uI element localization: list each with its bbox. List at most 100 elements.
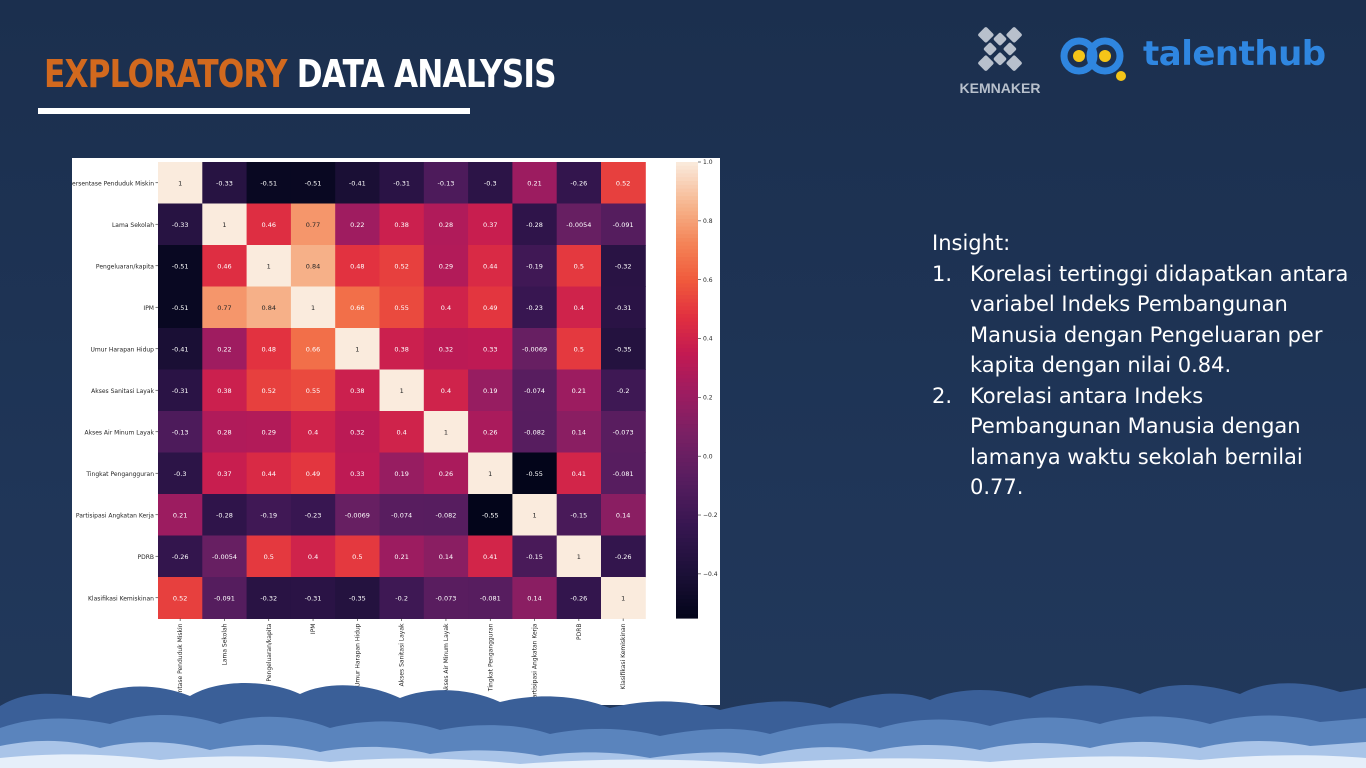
colorbar-segment: [676, 447, 698, 452]
heatmap-cell: [290, 286, 336, 329]
cell-value-label: -0.31: [615, 304, 632, 312]
colorbar-segment: [676, 207, 698, 212]
heatmap-cell: [423, 452, 469, 495]
colorbar-segment: [676, 519, 698, 524]
cell-value-label: -0.51: [172, 262, 189, 270]
cell-value-label: 1: [621, 594, 625, 602]
colorbar-segment: [676, 291, 698, 296]
cell-value-label: 0.33: [350, 470, 364, 478]
y-tick-label: PDRB: [137, 554, 154, 561]
colorbar-segment: [676, 325, 698, 330]
cell-value-label: -0.31: [305, 594, 322, 602]
heatmap-cell: [556, 577, 602, 619]
colorbar-tick-label: 0.0: [703, 453, 713, 460]
colorbar-tick-label: −0.4: [703, 571, 718, 578]
colorbar-segment: [676, 587, 698, 592]
colorbar-segment: [676, 599, 698, 604]
insight-item-number: 1.: [932, 261, 953, 286]
colorbar-segment: [676, 409, 698, 414]
heatmap-cell: [423, 162, 469, 204]
y-tick-label: Akses Sanitasi Layak: [91, 388, 154, 395]
colorbar-segment: [676, 260, 698, 266]
heatmap-cell: [379, 577, 425, 619]
colorbar-segment: [676, 298, 698, 304]
colorbar-segment: [676, 515, 698, 520]
cell-value-label: 1: [577, 553, 581, 561]
heatmap-cell: [601, 369, 646, 412]
cell-value-label: 0.33: [483, 345, 497, 353]
colorbar-segment: [676, 200, 698, 205]
cloud-decoration: [0, 683, 1366, 768]
colorbar-segment: [676, 564, 698, 570]
heatmap-cell: [246, 203, 292, 246]
heatmap-cell: [158, 494, 203, 536]
heatmap-cell: [601, 203, 646, 246]
cell-value-label: 0.41: [483, 553, 497, 561]
cell-value-label: 0.44: [483, 262, 497, 270]
heatmap-cell: [556, 203, 602, 246]
heatmap-cell: [290, 245, 336, 287]
colorbar-segment: [676, 412, 698, 418]
cell-value-label: 1: [400, 387, 404, 395]
talenthub-logo-text: talenthub: [1143, 34, 1326, 74]
heatmap-cell: [202, 452, 248, 495]
cell-value-label: -0.23: [305, 511, 322, 519]
heatmap-cell: [468, 245, 513, 287]
y-tick-label: Tingkat Pengangguran: [85, 471, 154, 478]
colorbar-segment: [676, 169, 698, 174]
y-tick-label: Lama Sekolah: [112, 222, 154, 229]
cell-value-label: 0.48: [350, 262, 364, 270]
colorbar-segment: [676, 428, 698, 433]
heatmap-cell: [468, 162, 513, 204]
cell-value-label: 0.22: [350, 221, 364, 229]
colorbar-segment: [676, 504, 698, 509]
heatmap-cell: [246, 411, 292, 453]
heatmap-cell: [246, 535, 292, 578]
colorbar-segment: [676, 352, 698, 357]
heatmap-cell: [246, 369, 292, 412]
heatmap-cell: [202, 494, 248, 536]
colorbar-segment: [676, 219, 698, 224]
heatmap-cell: [556, 328, 602, 370]
cell-value-label: -0.073: [613, 428, 634, 436]
heatmap-cell: [512, 494, 558, 536]
heatmap-cell: [423, 245, 469, 287]
colorbar-segment: [676, 203, 698, 209]
heatmap-cell: [335, 245, 380, 287]
heatmap-cell: [512, 328, 558, 370]
colorbar-segment: [676, 473, 698, 478]
heatmap-cell: [335, 286, 380, 329]
cell-value-label: -0.51: [305, 179, 322, 187]
colorbar-segment: [676, 576, 698, 581]
y-tick-label: Klasifikasi Kemiskinan: [88, 595, 154, 602]
heatmap-cell: [202, 328, 248, 370]
heatmap-cell: [335, 535, 380, 578]
colorbar-segment: [676, 329, 698, 334]
heatmap-cell: [290, 411, 336, 453]
colorbar-segment: [676, 374, 698, 380]
heatmap-cell: [290, 494, 336, 536]
cell-value-label: 0.44: [262, 470, 276, 478]
cell-value-label: -0.081: [480, 594, 501, 602]
colorbar-segment: [676, 181, 698, 186]
heatmap-cell: [335, 328, 380, 370]
y-tick-label: Partisipasi Angkatan Kerja: [76, 512, 154, 519]
colorbar-segment: [676, 257, 698, 262]
cell-value-label: -0.55: [526, 470, 543, 478]
heatmap-cell: [158, 452, 203, 495]
heatmap-cell: [512, 411, 558, 453]
colorbar-segment: [676, 534, 698, 539]
talenthub-logo: talenthub: [1055, 28, 1345, 88]
colorbar-segment: [676, 523, 698, 528]
x-tick-label: Tingkat Pengangguran: [487, 623, 494, 692]
heatmap-cell: [158, 411, 203, 453]
insight-item: 2. Korelasi antara Indeks Pembangunan Ma…: [932, 381, 1352, 503]
colorbar-segment: [676, 557, 698, 562]
insight-item-text: Korelasi antara Indeks Pembangunan Manus…: [970, 383, 1303, 500]
colorbar-segment: [676, 424, 698, 429]
colorbar-segment: [676, 165, 698, 171]
colorbar-segment: [676, 443, 698, 448]
heatmap-cell: [158, 286, 203, 329]
cell-value-label: 0.84: [262, 304, 276, 312]
colorbar-segment: [676, 405, 698, 410]
